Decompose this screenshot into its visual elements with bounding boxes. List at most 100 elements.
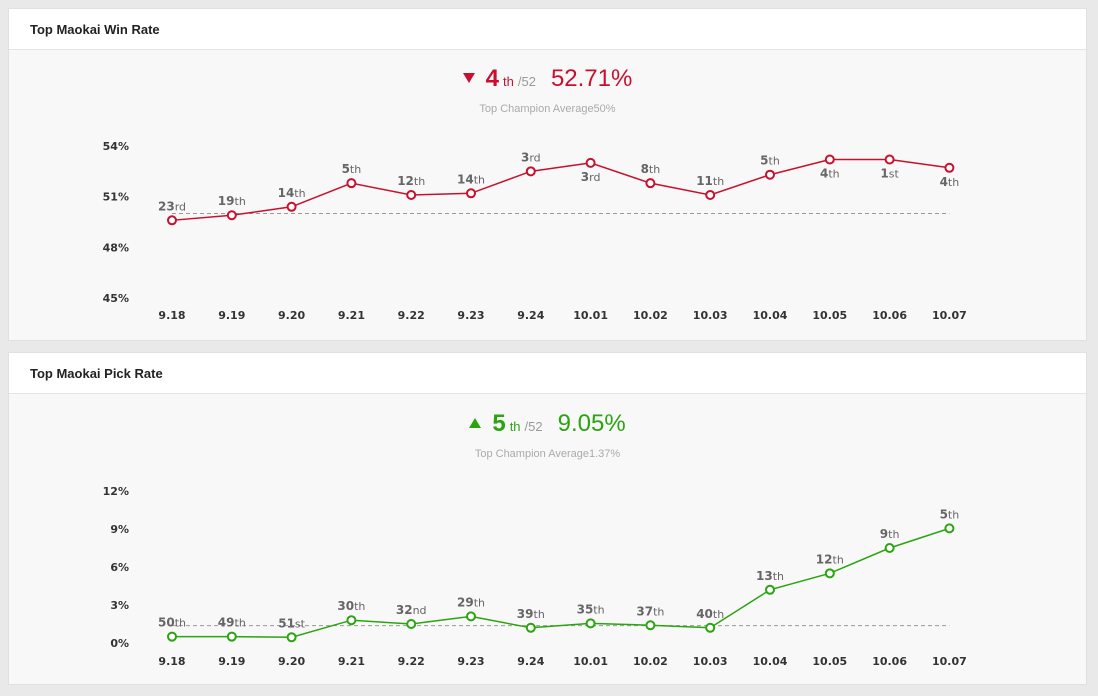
data-point[interactable] bbox=[765, 584, 775, 595]
data-point[interactable] bbox=[585, 618, 596, 629]
data-point[interactable] bbox=[167, 215, 177, 226]
data-point[interactable] bbox=[884, 543, 895, 553]
pick-rate-rank-suffix: th bbox=[509, 419, 521, 434]
pick-rate-average-label: Top Champion Average1.37% bbox=[474, 448, 621, 460]
data-point[interactable] bbox=[346, 615, 357, 626]
data-point[interactable] bbox=[406, 619, 417, 629]
data-point[interactable] bbox=[346, 178, 357, 189]
rank-label: 19th bbox=[218, 194, 246, 208]
rank-label: 5th bbox=[940, 507, 960, 521]
data-point[interactable] bbox=[406, 189, 417, 200]
x-tick-label: 10.04 bbox=[753, 655, 788, 668]
x-tick-label: 9.21 bbox=[338, 655, 365, 668]
x-tick-label: 9.22 bbox=[398, 309, 425, 322]
pick-rate-rank: 5 bbox=[492, 410, 506, 437]
x-tick-label: 10.01 bbox=[573, 309, 608, 322]
y-tick-label: 0% bbox=[110, 637, 129, 650]
x-tick-label: 9.19 bbox=[218, 309, 245, 322]
data-point[interactable] bbox=[705, 622, 716, 633]
y-tick-label: 51% bbox=[103, 191, 129, 204]
series-line bbox=[172, 527, 950, 639]
x-tick-label: 9.22 bbox=[398, 655, 425, 668]
data-point[interactable] bbox=[645, 620, 656, 631]
x-tick-label: 10.02 bbox=[633, 655, 668, 668]
rank-label: 3rd bbox=[581, 170, 601, 184]
x-tick-label: 10.04 bbox=[753, 309, 788, 322]
x-tick-label: 9.21 bbox=[338, 309, 365, 322]
rank-label: 5th bbox=[342, 162, 362, 176]
win-rate-summary: 4 th /52 52.71% bbox=[9, 65, 1086, 93]
x-tick-label: 9.19 bbox=[218, 655, 245, 668]
data-point[interactable] bbox=[765, 169, 775, 180]
x-tick-label: 9.24 bbox=[517, 655, 544, 668]
data-point[interactable] bbox=[466, 611, 476, 622]
rank-label: 9th bbox=[880, 527, 900, 541]
data-point[interactable] bbox=[525, 622, 536, 633]
win-rate-value: 52.71% bbox=[550, 65, 633, 92]
trend-up-icon bbox=[469, 418, 482, 428]
rank-label: 12th bbox=[816, 552, 844, 566]
x-tick-label: 9.18 bbox=[158, 309, 185, 322]
data-point[interactable] bbox=[286, 632, 297, 643]
data-point[interactable] bbox=[226, 210, 237, 221]
x-tick-label: 10.02 bbox=[633, 309, 668, 322]
x-tick-label: 10.01 bbox=[573, 655, 608, 668]
x-tick-label: 10.06 bbox=[872, 655, 907, 668]
series-line bbox=[171, 158, 950, 222]
rank-label: 32nd bbox=[396, 603, 427, 617]
y-tick-label: 45% bbox=[103, 292, 129, 305]
rank-label: 11th bbox=[696, 174, 724, 188]
y-tick-label: 12% bbox=[103, 485, 129, 498]
win-rate-title: Top Maokai Win Rate bbox=[9, 9, 1086, 50]
win-rate-chart: 54% 51% 48% 45% 9.18 9.19 9.20 9.21 9.22 9.23 9.24… bbox=[103, 140, 967, 322]
x-tick-label: 10.05 bbox=[812, 309, 847, 322]
x-tick-label: 10.03 bbox=[693, 655, 728, 668]
rank-label: 50th bbox=[158, 616, 186, 630]
data-point[interactable] bbox=[167, 631, 177, 642]
rank-label: 12th bbox=[397, 174, 425, 188]
win-rate-rank: 4 bbox=[485, 65, 500, 92]
rank-label: 5th bbox=[760, 154, 780, 168]
data-point[interactable] bbox=[466, 188, 476, 199]
data-point[interactable] bbox=[226, 631, 237, 642]
win-rate-rank-total: /52 bbox=[517, 74, 536, 89]
y-tick-label: 9% bbox=[110, 523, 129, 536]
data-point[interactable] bbox=[525, 166, 536, 177]
data-point[interactable] bbox=[645, 178, 656, 189]
x-tick-label: 10.07 bbox=[932, 309, 967, 322]
rank-label: 13th bbox=[756, 569, 784, 583]
data-point[interactable] bbox=[884, 154, 895, 165]
rank-label: 23rd bbox=[158, 199, 186, 213]
data-point[interactable] bbox=[944, 523, 955, 534]
pick-rate-value: 9.05% bbox=[557, 410, 626, 437]
x-tick-label: 10.06 bbox=[872, 309, 907, 322]
x-tick-label: 10.07 bbox=[932, 655, 967, 668]
y-tick-label: 48% bbox=[103, 241, 129, 254]
rank-label: 4th bbox=[820, 167, 840, 181]
pick-rate-title: Top Maokai Pick Rate bbox=[9, 353, 1086, 394]
x-tick-label: 10.03 bbox=[693, 309, 728, 322]
data-point[interactable] bbox=[705, 189, 716, 200]
rank-label: 37th bbox=[636, 604, 664, 618]
pick-rate-summary: 5 th /52 9.05% bbox=[9, 410, 1086, 438]
x-tick-label: 9.18 bbox=[158, 655, 185, 668]
rank-label: 39th bbox=[517, 607, 545, 621]
x-tick-label: 10.05 bbox=[812, 655, 847, 668]
data-point[interactable] bbox=[286, 201, 297, 212]
data-point[interactable] bbox=[585, 157, 596, 168]
rank-label: 14th bbox=[457, 172, 485, 186]
x-tick-label: 9.23 bbox=[457, 309, 484, 322]
rank-label: 51st bbox=[278, 616, 305, 630]
data-point[interactable] bbox=[944, 162, 955, 173]
pick-rate-rank-total: /52 bbox=[524, 419, 543, 434]
rank-label: 30th bbox=[337, 599, 365, 613]
rank-label: 4th bbox=[940, 175, 960, 189]
data-point[interactable] bbox=[824, 568, 835, 579]
rank-label: 14th bbox=[278, 186, 306, 200]
data-point[interactable] bbox=[824, 154, 835, 165]
trend-down-icon bbox=[462, 73, 475, 83]
rank-label: 35th bbox=[577, 602, 605, 616]
x-tick-label: 9.23 bbox=[457, 655, 484, 668]
rank-label: 49th bbox=[218, 616, 246, 630]
y-tick-label: 3% bbox=[110, 599, 129, 612]
